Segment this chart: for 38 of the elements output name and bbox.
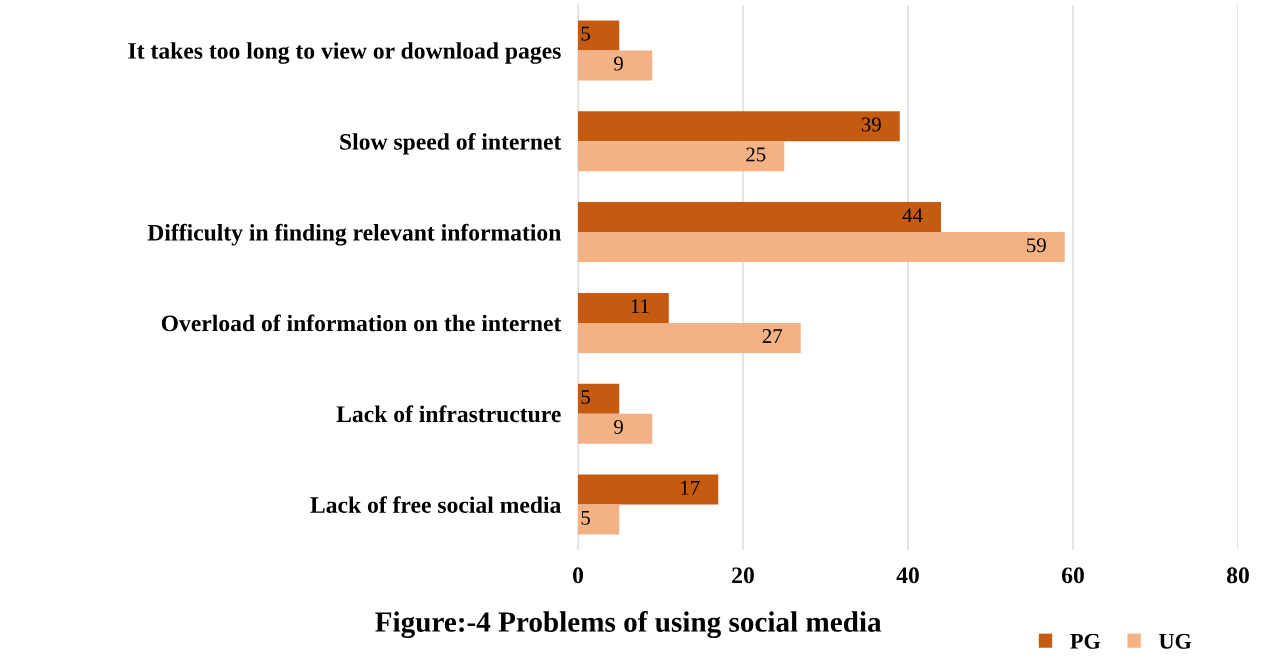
- bar: [578, 232, 1065, 263]
- data-label: 5: [581, 26, 590, 41]
- data-label: 9: [614, 56, 623, 71]
- data-label: 11: [631, 299, 649, 313]
- bar: [578, 504, 620, 535]
- bar: [578, 413, 653, 444]
- y-tick-label: Difficulty in finding relevant information: [147, 223, 561, 246]
- data-label: 39: [861, 117, 881, 132]
- x-tick-label: 40: [896, 567, 919, 584]
- bar: [578, 50, 653, 81]
- bar: [578, 383, 620, 414]
- y-tick-label: Lack of infrastructure: [336, 405, 561, 423]
- data-label: 17: [681, 480, 700, 495]
- x-tick-label: 0: [573, 567, 583, 584]
- text: Figure:-4 Problems of using social media: [375, 611, 882, 639]
- y-tick-label: Slow speed of internet: [340, 132, 562, 155]
- bar: [578, 111, 900, 142]
- bar: [578, 20, 620, 51]
- x-tick-label: 20: [732, 567, 754, 584]
- y-tick-label: Lack of free social media: [310, 496, 561, 514]
- data-label: 59: [1027, 238, 1046, 253]
- x-tick-label: 80: [1226, 567, 1249, 584]
- legend-label: UG: [1159, 633, 1192, 649]
- data-label: 25: [746, 147, 766, 162]
- bar: [578, 322, 801, 353]
- y-tick-label: Overload of information on the internet: [161, 314, 562, 332]
- bar: [578, 202, 941, 233]
- data-label: 9: [614, 419, 623, 434]
- legend-label: PG: [1070, 633, 1101, 649]
- bar: [578, 474, 719, 505]
- y-tick-label: It takes too long to view or download pages: [128, 42, 561, 64]
- data-label: 27: [762, 329, 783, 343]
- bar: [578, 141, 785, 172]
- data-label: 5: [581, 510, 590, 525]
- data-label: 5: [581, 390, 590, 404]
- data-label: 44: [902, 208, 923, 223]
- x-tick-label: 60: [1062, 567, 1084, 584]
- bar: [578, 292, 669, 323]
